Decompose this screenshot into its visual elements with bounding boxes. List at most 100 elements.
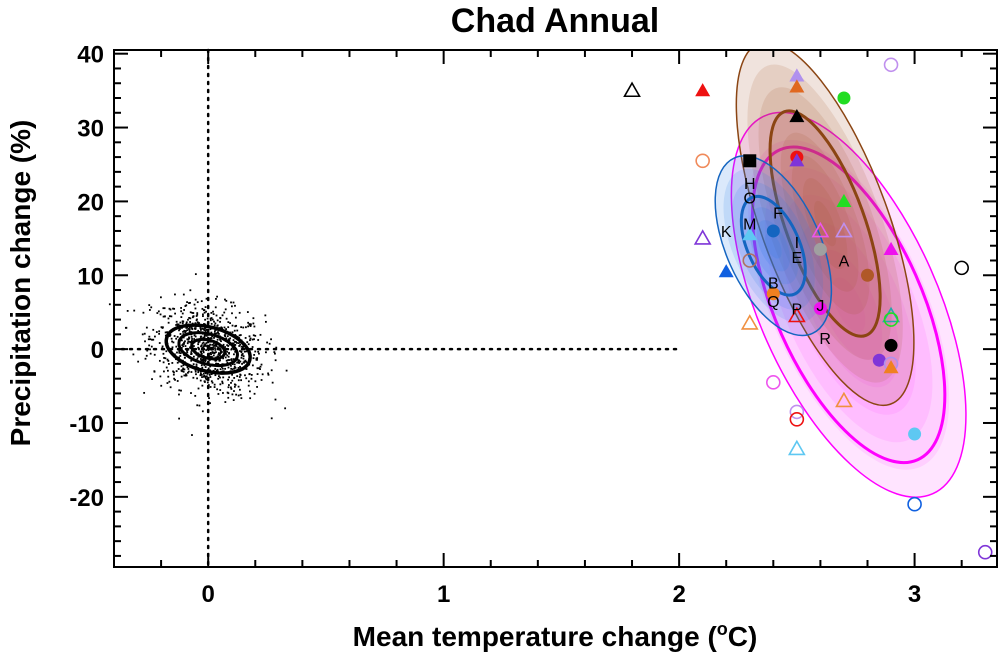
- noise-point: [190, 392, 192, 394]
- marker-circle: [860, 268, 874, 282]
- noise-point: [267, 373, 270, 376]
- noise-point: [212, 313, 215, 315]
- noise-point: [209, 402, 211, 405]
- noise-point: [201, 384, 204, 387]
- noise-point: [185, 321, 188, 324]
- noise-point: [230, 347, 233, 350]
- noise-point: [202, 309, 205, 312]
- noise-point: [171, 362, 174, 364]
- letter-label: K: [721, 224, 732, 241]
- noise-point: [249, 323, 252, 326]
- noise-point: [168, 380, 171, 383]
- noise-point: [183, 309, 185, 311]
- noise-point: [219, 376, 221, 379]
- noise-point: [258, 367, 260, 370]
- noise-point: [182, 367, 185, 370]
- noise-point: [173, 335, 176, 337]
- noise-point: [203, 335, 206, 337]
- marker-circle: [883, 312, 899, 327]
- y-tick-label: 0: [91, 337, 104, 364]
- letter-label: M: [743, 217, 756, 234]
- noise-point: [152, 328, 155, 331]
- y-tick-label: -20: [69, 485, 104, 512]
- distribution-blue-level-2: [731, 181, 815, 310]
- noise-point: [175, 320, 178, 323]
- noise-point: [180, 365, 183, 368]
- noise-point: [259, 368, 261, 371]
- noise-point: [232, 339, 235, 342]
- noise-point: [189, 341, 192, 344]
- noise-point: [193, 338, 196, 340]
- noise-point: [204, 330, 207, 332]
- noise-point: [199, 370, 202, 373]
- noise-point: [176, 361, 179, 364]
- noise-point: [234, 325, 237, 328]
- noise-point: [216, 324, 219, 327]
- noise-point: [199, 374, 202, 377]
- noise-point: [203, 323, 205, 325]
- noise-point: [219, 383, 222, 386]
- noise-point: [219, 317, 222, 320]
- noise-point: [180, 307, 182, 309]
- noise-point: [196, 357, 199, 360]
- noise-point: [231, 373, 233, 376]
- noise-point: [196, 301, 199, 304]
- noise-point: [197, 371, 200, 374]
- noise-point: [200, 374, 203, 376]
- distribution-blue-level-6: [765, 232, 782, 259]
- y-tick-label: -10: [69, 411, 104, 438]
- noise-point: [216, 363, 218, 365]
- noise-point: [196, 312, 199, 314]
- noise-point: [228, 376, 231, 379]
- noise-point: [204, 376, 207, 378]
- noise-point: [162, 307, 165, 310]
- marker-circle: [742, 253, 758, 268]
- natural-variability-contour-2: [190, 337, 227, 361]
- noise-point: [204, 345, 207, 347]
- noise-point: [189, 346, 191, 349]
- noise-point: [274, 359, 277, 362]
- noise-point: [234, 350, 237, 353]
- noise-point: [216, 295, 218, 298]
- noise-point: [150, 345, 153, 348]
- noise-point: [183, 374, 186, 377]
- letter-label: B: [768, 276, 779, 293]
- noise-point: [183, 329, 186, 332]
- noise-point: [252, 334, 255, 337]
- noise-point: [237, 342, 240, 345]
- noise-point: [216, 388, 219, 391]
- noise-point: [175, 370, 178, 373]
- noise-point: [166, 358, 169, 361]
- noise-point: [203, 344, 206, 347]
- noise-point: [184, 345, 187, 347]
- noise-point: [145, 326, 148, 329]
- noise-point: [200, 364, 203, 367]
- noise-point: [178, 351, 181, 354]
- noise-point: [245, 377, 248, 380]
- noise-point: [159, 375, 162, 378]
- noise-point: [227, 366, 230, 369]
- noise-point: [240, 354, 243, 357]
- noise-point: [211, 318, 214, 321]
- noise-point: [215, 363, 217, 365]
- noise-point: [187, 340, 190, 343]
- noise-point: [242, 357, 245, 360]
- noise-point: [209, 317, 212, 320]
- noise-point: [164, 357, 167, 360]
- noise-point: [236, 358, 239, 361]
- noise-point: [181, 320, 184, 323]
- marker-triangle: [623, 81, 641, 98]
- distribution-brown-level-6: [802, 178, 848, 270]
- noise-point: [248, 373, 251, 375]
- noise-point: [195, 363, 198, 366]
- noise-point: [205, 378, 208, 381]
- letter-label: E: [792, 250, 803, 267]
- natural-variability-contour-0: [164, 323, 252, 375]
- noise-point: [202, 360, 205, 363]
- noise-point: [194, 298, 197, 301]
- marker-circle: [695, 153, 710, 169]
- noise-point: [181, 322, 184, 325]
- noise-point: [202, 341, 205, 344]
- noise-point: [242, 326, 245, 329]
- noise-point: [178, 329, 180, 332]
